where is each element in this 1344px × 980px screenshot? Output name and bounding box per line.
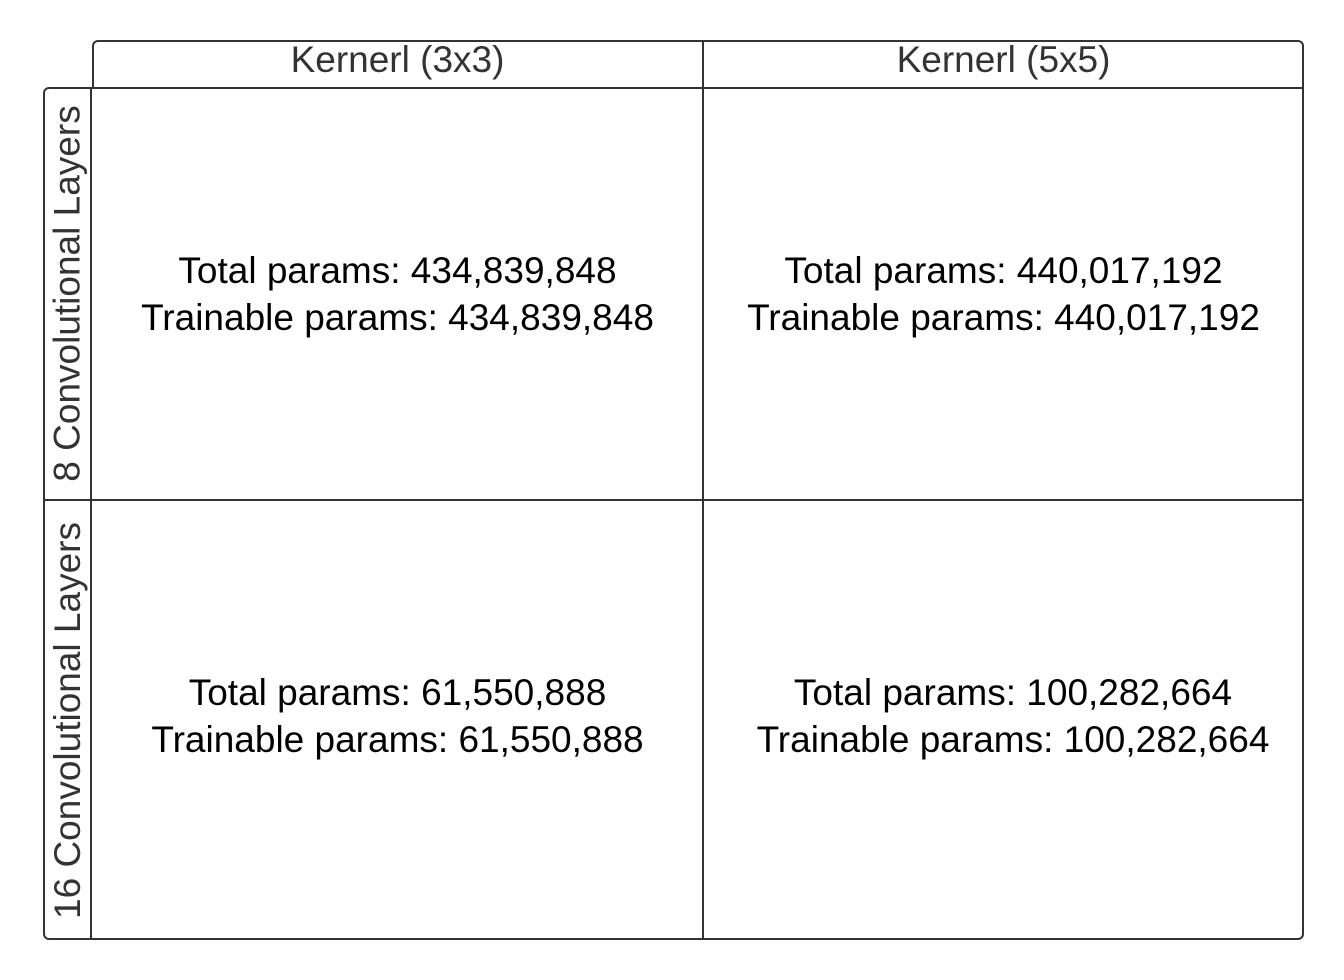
cell-8-layers-kernel-5x5: Total params: 440,017,192 Trainable para… [703,89,1304,499]
cell-16-layers-kernel-5x5: Total params: 100,282,664 Trainable para… [703,501,1323,930]
trainable-params-text: Trainable params: 100,282,664 [756,718,1270,760]
trainable-params-text: Trainable params: 61,550,888 [151,718,644,760]
total-params-text: Total params: 100,282,664 [793,671,1233,713]
row-header-8-layers: 8 Convolutional Layers [43,87,92,500]
column-header-label: Kernerl (5x5) [896,39,1111,80]
trainable-params-text: Trainable params: 434,839,848 [141,297,654,338]
row-header-16-layers: 16 Convolutional Layers [43,500,92,940]
trainable-params-text: Trainable params: 440,017,192 [747,297,1260,338]
column-divider [702,87,704,940]
column-header-label: Kernerl (3x3) [290,39,505,80]
row-divider [43,499,1304,501]
column-header-kernel-3x3: Kernerl (3x3) [92,39,703,80]
column-header-kernel-5x5: Kernerl (5x5) [703,39,1304,80]
total-params-text: Total params: 434,839,848 [178,250,617,291]
cell-16-layers-kernel-3x3: Total params: 61,550,888 Trainable param… [92,501,703,930]
matrix-grid [90,87,1304,940]
cell-8-layers-kernel-3x3: Total params: 434,839,848 Trainable para… [92,89,703,499]
column-divider-header [702,40,704,89]
total-params-text: Total params: 61,550,888 [188,671,607,713]
row-header-label: 8 Convolutional Layers [47,105,88,482]
total-params-text: Total params: 440,017,192 [784,250,1223,291]
row-header-label: 16 Convolutional Layers [47,521,89,919]
